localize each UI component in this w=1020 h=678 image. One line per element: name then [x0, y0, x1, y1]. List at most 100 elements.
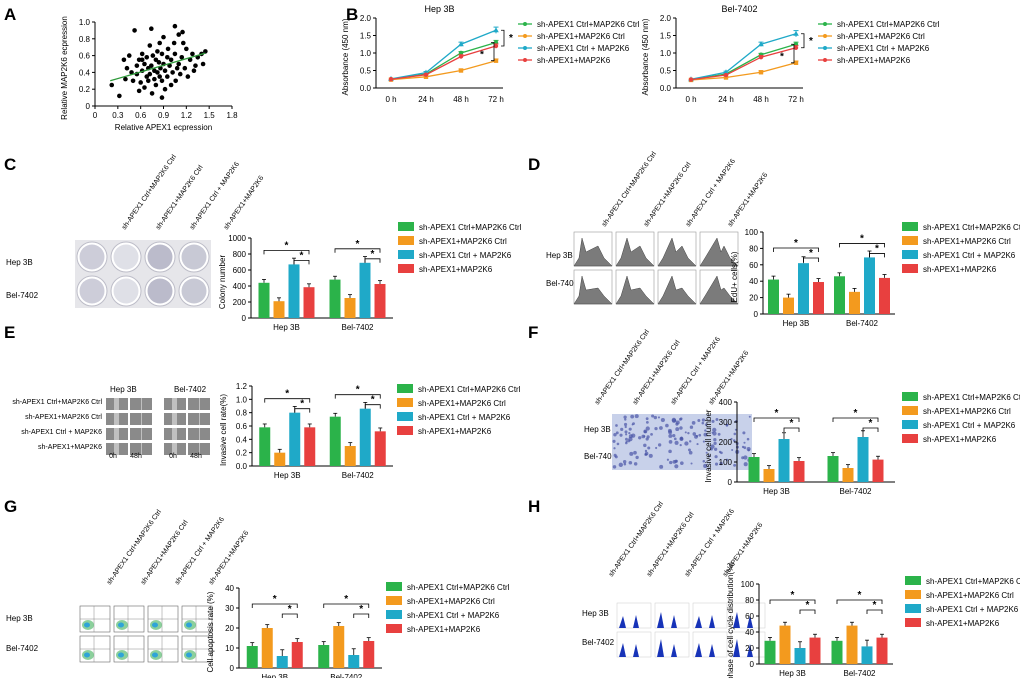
transwell-cell — [671, 417, 677, 423]
wound-gap — [114, 428, 119, 440]
transwell-cell — [725, 423, 729, 427]
transwell-cell — [623, 462, 627, 466]
data-point — [493, 58, 499, 63]
sig-star: * — [285, 240, 289, 251]
sig-bracket — [832, 417, 879, 422]
bar — [748, 457, 760, 482]
scatter-point — [193, 63, 198, 68]
scatter-point — [117, 93, 122, 99]
transwell-cell — [665, 423, 669, 428]
y-tick-label: 300 — [719, 418, 733, 427]
data-point — [458, 41, 464, 47]
y-tick-label: 10 — [225, 644, 234, 653]
flow-cluster-core — [152, 622, 158, 628]
sig-star: * — [775, 408, 779, 419]
y-tick-label: 0.4 — [79, 68, 91, 77]
transwell-cell — [689, 440, 692, 443]
transwell-cell — [668, 449, 672, 454]
scatter-point — [136, 88, 142, 94]
sig-star: * — [790, 418, 794, 429]
scatter-point — [187, 57, 193, 63]
scatter-point — [124, 65, 130, 71]
panel-letter-h: H — [528, 497, 540, 516]
transwell-cell — [679, 444, 682, 447]
g2-peak — [747, 615, 753, 628]
transwell-cell — [647, 446, 651, 450]
scatter-point — [138, 80, 143, 85]
sig-bracket — [839, 243, 885, 248]
sig-bracket — [264, 398, 311, 403]
transwell-cell — [651, 414, 655, 418]
x-tick-label: 0.3 — [112, 111, 124, 120]
scatter-point — [170, 70, 175, 75]
transwell-cell — [653, 415, 658, 420]
y-tick-label: 100 — [741, 580, 755, 589]
wound-gap — [199, 398, 200, 410]
y-tick-label: 1.0 — [236, 395, 248, 404]
legend-swatch — [905, 590, 921, 599]
bar — [291, 642, 303, 668]
legend-swatch — [386, 596, 402, 605]
colony-dish — [76, 275, 108, 307]
wound-gap — [141, 398, 142, 410]
scatter-point — [144, 74, 150, 79]
sig-bracket — [753, 417, 800, 422]
bar — [764, 640, 776, 664]
transwell-cell — [711, 419, 715, 423]
y-tick-label: 400 — [719, 398, 733, 407]
y-tick-label: 1.0 — [360, 49, 372, 58]
flow-cluster-core — [84, 652, 90, 658]
transwell-cell — [643, 443, 647, 448]
sig-bracket — [803, 257, 819, 262]
transwell-cell — [672, 460, 677, 464]
transwell-cell — [615, 424, 618, 427]
bar — [289, 412, 301, 466]
transwell-cell — [668, 430, 673, 435]
transwell-cell — [635, 455, 639, 460]
flow-cluster-core — [152, 652, 158, 658]
bar — [261, 628, 273, 668]
sig-bracket — [501, 29, 505, 47]
sig-star: * — [509, 33, 513, 44]
g2-peak — [633, 615, 639, 628]
transwell-cell — [690, 462, 693, 465]
colony-dish — [110, 241, 142, 273]
y-axis-label: EdU+ cells(%) — [730, 251, 739, 302]
bar — [359, 408, 371, 466]
legend-swatch — [905, 604, 921, 613]
sig-star: * — [356, 385, 360, 396]
panel-g: sh-APEX1 Ctrl+MAP2K6 Ctrl sh-APEX1+MAP2K6… — [6, 508, 510, 678]
sig-bracket — [323, 603, 370, 608]
scatter-point — [139, 51, 145, 57]
y-tick-label: 40 — [745, 628, 754, 637]
legend-label: sh-APEX1 Ctrl + MAP2K6 — [419, 251, 512, 260]
legend-label: sh-APEX1 Ctrl + MAP2K6 — [837, 44, 930, 53]
x-tick-label: 72 h — [788, 95, 804, 104]
y-tick-label: 0.0 — [360, 84, 372, 93]
wound-gap — [172, 413, 177, 425]
transwell-cell — [743, 441, 746, 444]
wound-gap — [199, 428, 200, 440]
scatter-point — [129, 70, 134, 75]
flow-histogram — [699, 237, 739, 267]
y-tick-label: 0 — [754, 310, 759, 319]
y-axis-label: Colony number — [218, 255, 227, 310]
transwell-cell — [701, 418, 706, 422]
scatter-point — [126, 53, 132, 58]
transwell-cell — [625, 440, 628, 443]
wound-gap — [141, 443, 142, 455]
data-point — [793, 45, 799, 50]
transwell-cell — [620, 427, 624, 431]
row-label-bel7402: Bel-7402 — [582, 638, 615, 647]
column-header: sh-APEX1 Ctrl + MAP2K6 — [685, 158, 737, 228]
scatter-point — [156, 60, 162, 65]
bar — [794, 648, 806, 664]
legend-swatch — [398, 250, 414, 259]
sig-bracket — [364, 404, 381, 409]
y-tick-label: 0.5 — [660, 67, 672, 76]
y-tick-label: 2.0 — [360, 14, 372, 23]
legend-swatch — [902, 420, 918, 429]
sig-bracket — [281, 613, 298, 618]
y-tick-label: 0.6 — [236, 422, 248, 431]
transwell-cell — [623, 422, 628, 427]
